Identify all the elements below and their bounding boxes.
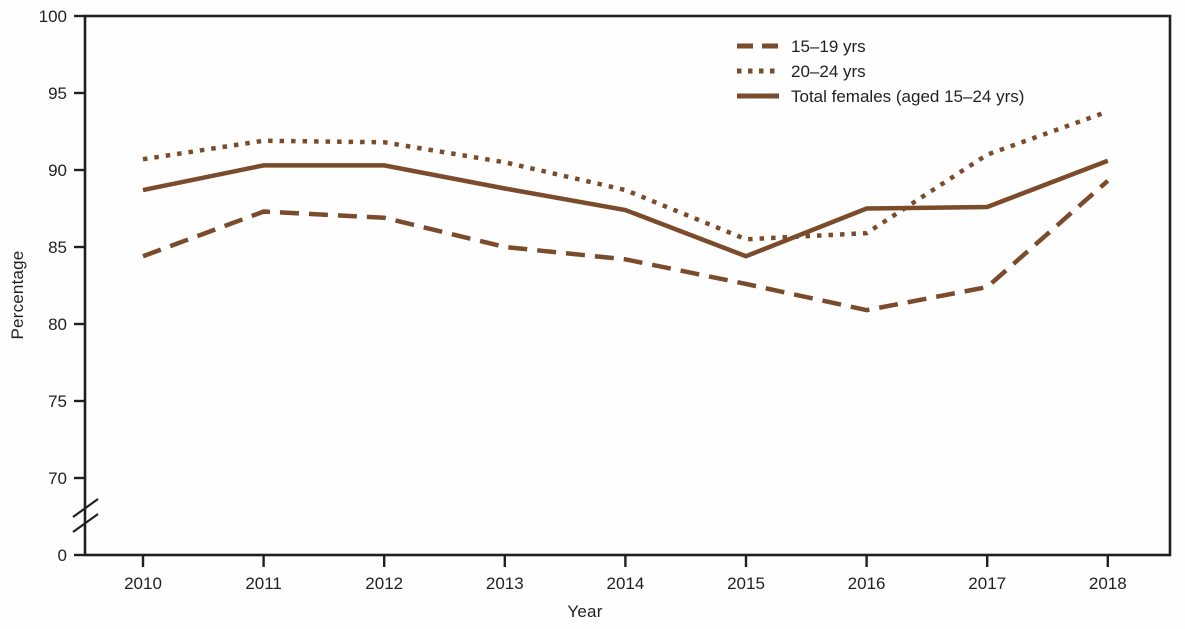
x-tick-label: 2012: [365, 574, 403, 593]
legend-label-dashed: 15–19 yrs: [791, 37, 866, 56]
x-tick-label: 2014: [606, 574, 644, 593]
series-line-dotted: [142, 109, 1109, 242]
axis-break-slash: [72, 513, 99, 533]
x-tick-label: 2017: [968, 574, 1006, 593]
x-tick-label: 2018: [1089, 574, 1127, 593]
x-axis-title: Year: [567, 602, 603, 621]
y-tick-zero-label: 0: [58, 546, 67, 565]
x-tick-label: 2013: [486, 574, 524, 593]
legend-label-solid: Total females (aged 15–24 yrs): [791, 87, 1024, 106]
legend-label-dotted: 20–24 yrs: [791, 62, 866, 81]
x-tick-label: 2010: [124, 574, 162, 593]
y-tick-label: 70: [48, 469, 67, 488]
axis-break-slash: [72, 498, 99, 518]
series-line-solid: [142, 158, 1109, 259]
y-tick-label: 80: [48, 315, 67, 334]
x-tick-label: 2015: [727, 574, 765, 593]
y-tick-label: 85: [48, 238, 67, 257]
series-line-dashed: [142, 179, 1110, 313]
y-tick-label: 100: [39, 7, 67, 26]
y-tick-label: 95: [48, 84, 67, 103]
y-tick-label: 90: [48, 161, 67, 180]
y-axis-title: Percentage: [8, 250, 27, 340]
x-tick-label: 2016: [848, 574, 886, 593]
plot-frame: [83, 14, 1172, 557]
x-tick-label: 2011: [245, 574, 282, 593]
y-tick-label: 75: [48, 392, 67, 411]
